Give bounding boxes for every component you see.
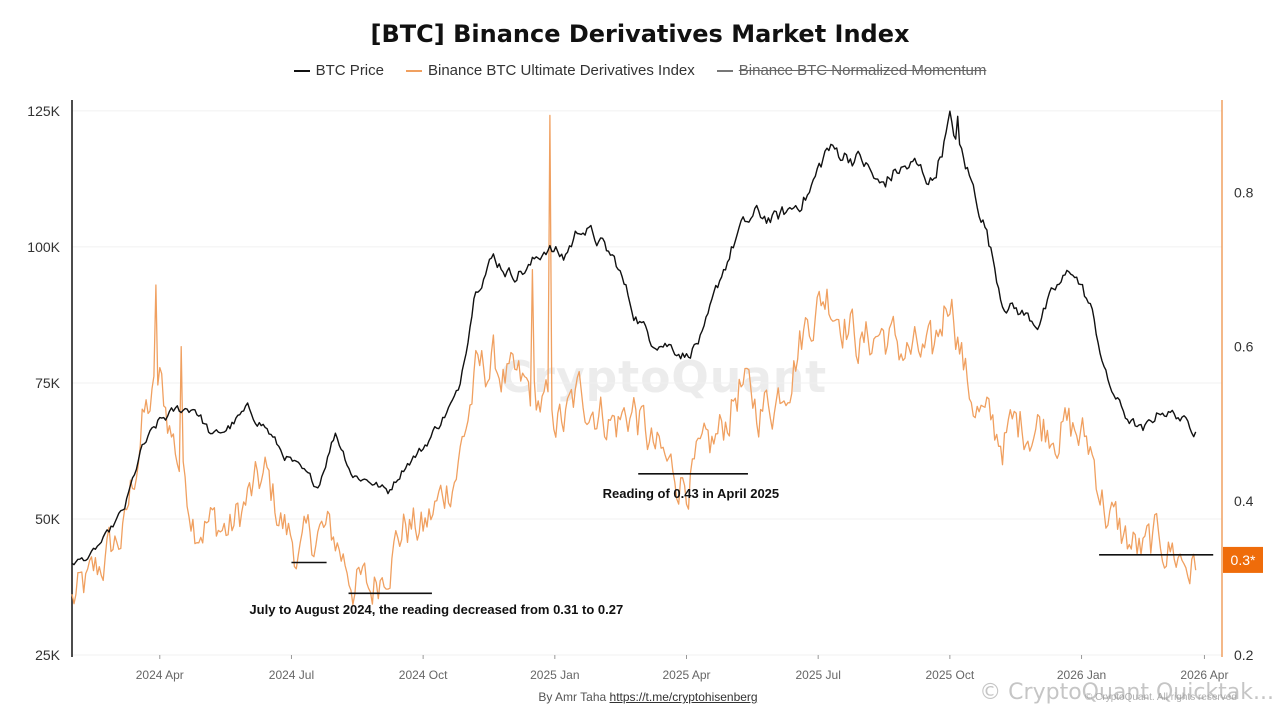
x-axis-tick-label: 2026 Apr xyxy=(1180,668,1228,682)
annotation-text: July to August 2024, the reading decreas… xyxy=(249,602,623,617)
chart-title: [BTC] Binance Derivatives Market Index xyxy=(370,20,910,48)
x-axis-tick-label: 2025 Jul xyxy=(795,668,840,682)
right-axis-tick-label: 0.8 xyxy=(1234,185,1254,201)
series-line-derivatives-index xyxy=(71,114,1197,606)
x-axis-tick-label: 2025 Oct xyxy=(926,668,975,682)
current-value-badge xyxy=(1223,546,1263,573)
credit-link[interactable]: https://t.me/cryptohisenberg xyxy=(609,690,758,704)
right-axis-tick-label: 0.4 xyxy=(1234,493,1254,509)
credit-author: By Amr Taha xyxy=(538,690,607,704)
legend-swatch-derivatives-index xyxy=(405,69,422,72)
current-value-label: 0.3* xyxy=(1231,552,1256,568)
series-line-btc-price xyxy=(71,110,1197,566)
credit-line: By Amr Taha https://t.me/cryptohisenberg xyxy=(0,690,1280,704)
watermark-cryptoquant: CryptoQuant xyxy=(500,352,828,403)
x-axis-tick-label: 2025 Jan xyxy=(530,668,579,682)
legend-label-normalized-momentum: Binance BTC Normalized Momentum xyxy=(738,62,987,79)
x-axis-tick-label: 2026 Jan xyxy=(1057,668,1106,682)
legend-swatch-btc-price xyxy=(293,69,310,72)
legend-item-normalized-momentum[interactable]: Binance BTC Normalized Momentum xyxy=(716,62,987,79)
legend-label-btc-price: BTC Price xyxy=(315,62,384,79)
x-axis-tick-label: 2024 Jul xyxy=(269,668,314,682)
x-axis-tick-label: 2024 Apr xyxy=(136,668,184,682)
x-axis-tick-label: 2025 Apr xyxy=(662,668,710,682)
right-axis-tick-label: 0.2 xyxy=(1234,647,1254,663)
watermark-rights: © CryptoQuant. All rights reserved xyxy=(1085,692,1237,703)
right-axis-tick-label: 0.6 xyxy=(1234,339,1254,355)
legend-item-btc-price[interactable]: BTC Price xyxy=(293,62,384,79)
left-axis-tick-label: 50K xyxy=(35,511,61,527)
left-axis-tick-label: 75K xyxy=(35,375,61,391)
legend-label-derivatives-index: Binance BTC Ultimate Derivatives Index xyxy=(427,62,695,79)
left-axis-tick-label: 100K xyxy=(27,239,60,255)
left-axis-tick-label: 25K xyxy=(35,647,61,663)
legend-swatch-normalized-momentum xyxy=(716,69,733,72)
chart-legend: BTC Price Binance BTC Ultimate Derivativ… xyxy=(0,62,1280,79)
legend-item-derivatives-index[interactable]: Binance BTC Ultimate Derivatives Index xyxy=(405,62,695,79)
annotation-text: Reading of 0.43 in April 2025 xyxy=(603,486,780,501)
left-axis-tick-label: 125K xyxy=(27,103,60,119)
watermark-bottom: © CryptoQuant Quicktak... xyxy=(979,680,1274,705)
x-axis-tick-label: 2024 Oct xyxy=(399,668,448,682)
